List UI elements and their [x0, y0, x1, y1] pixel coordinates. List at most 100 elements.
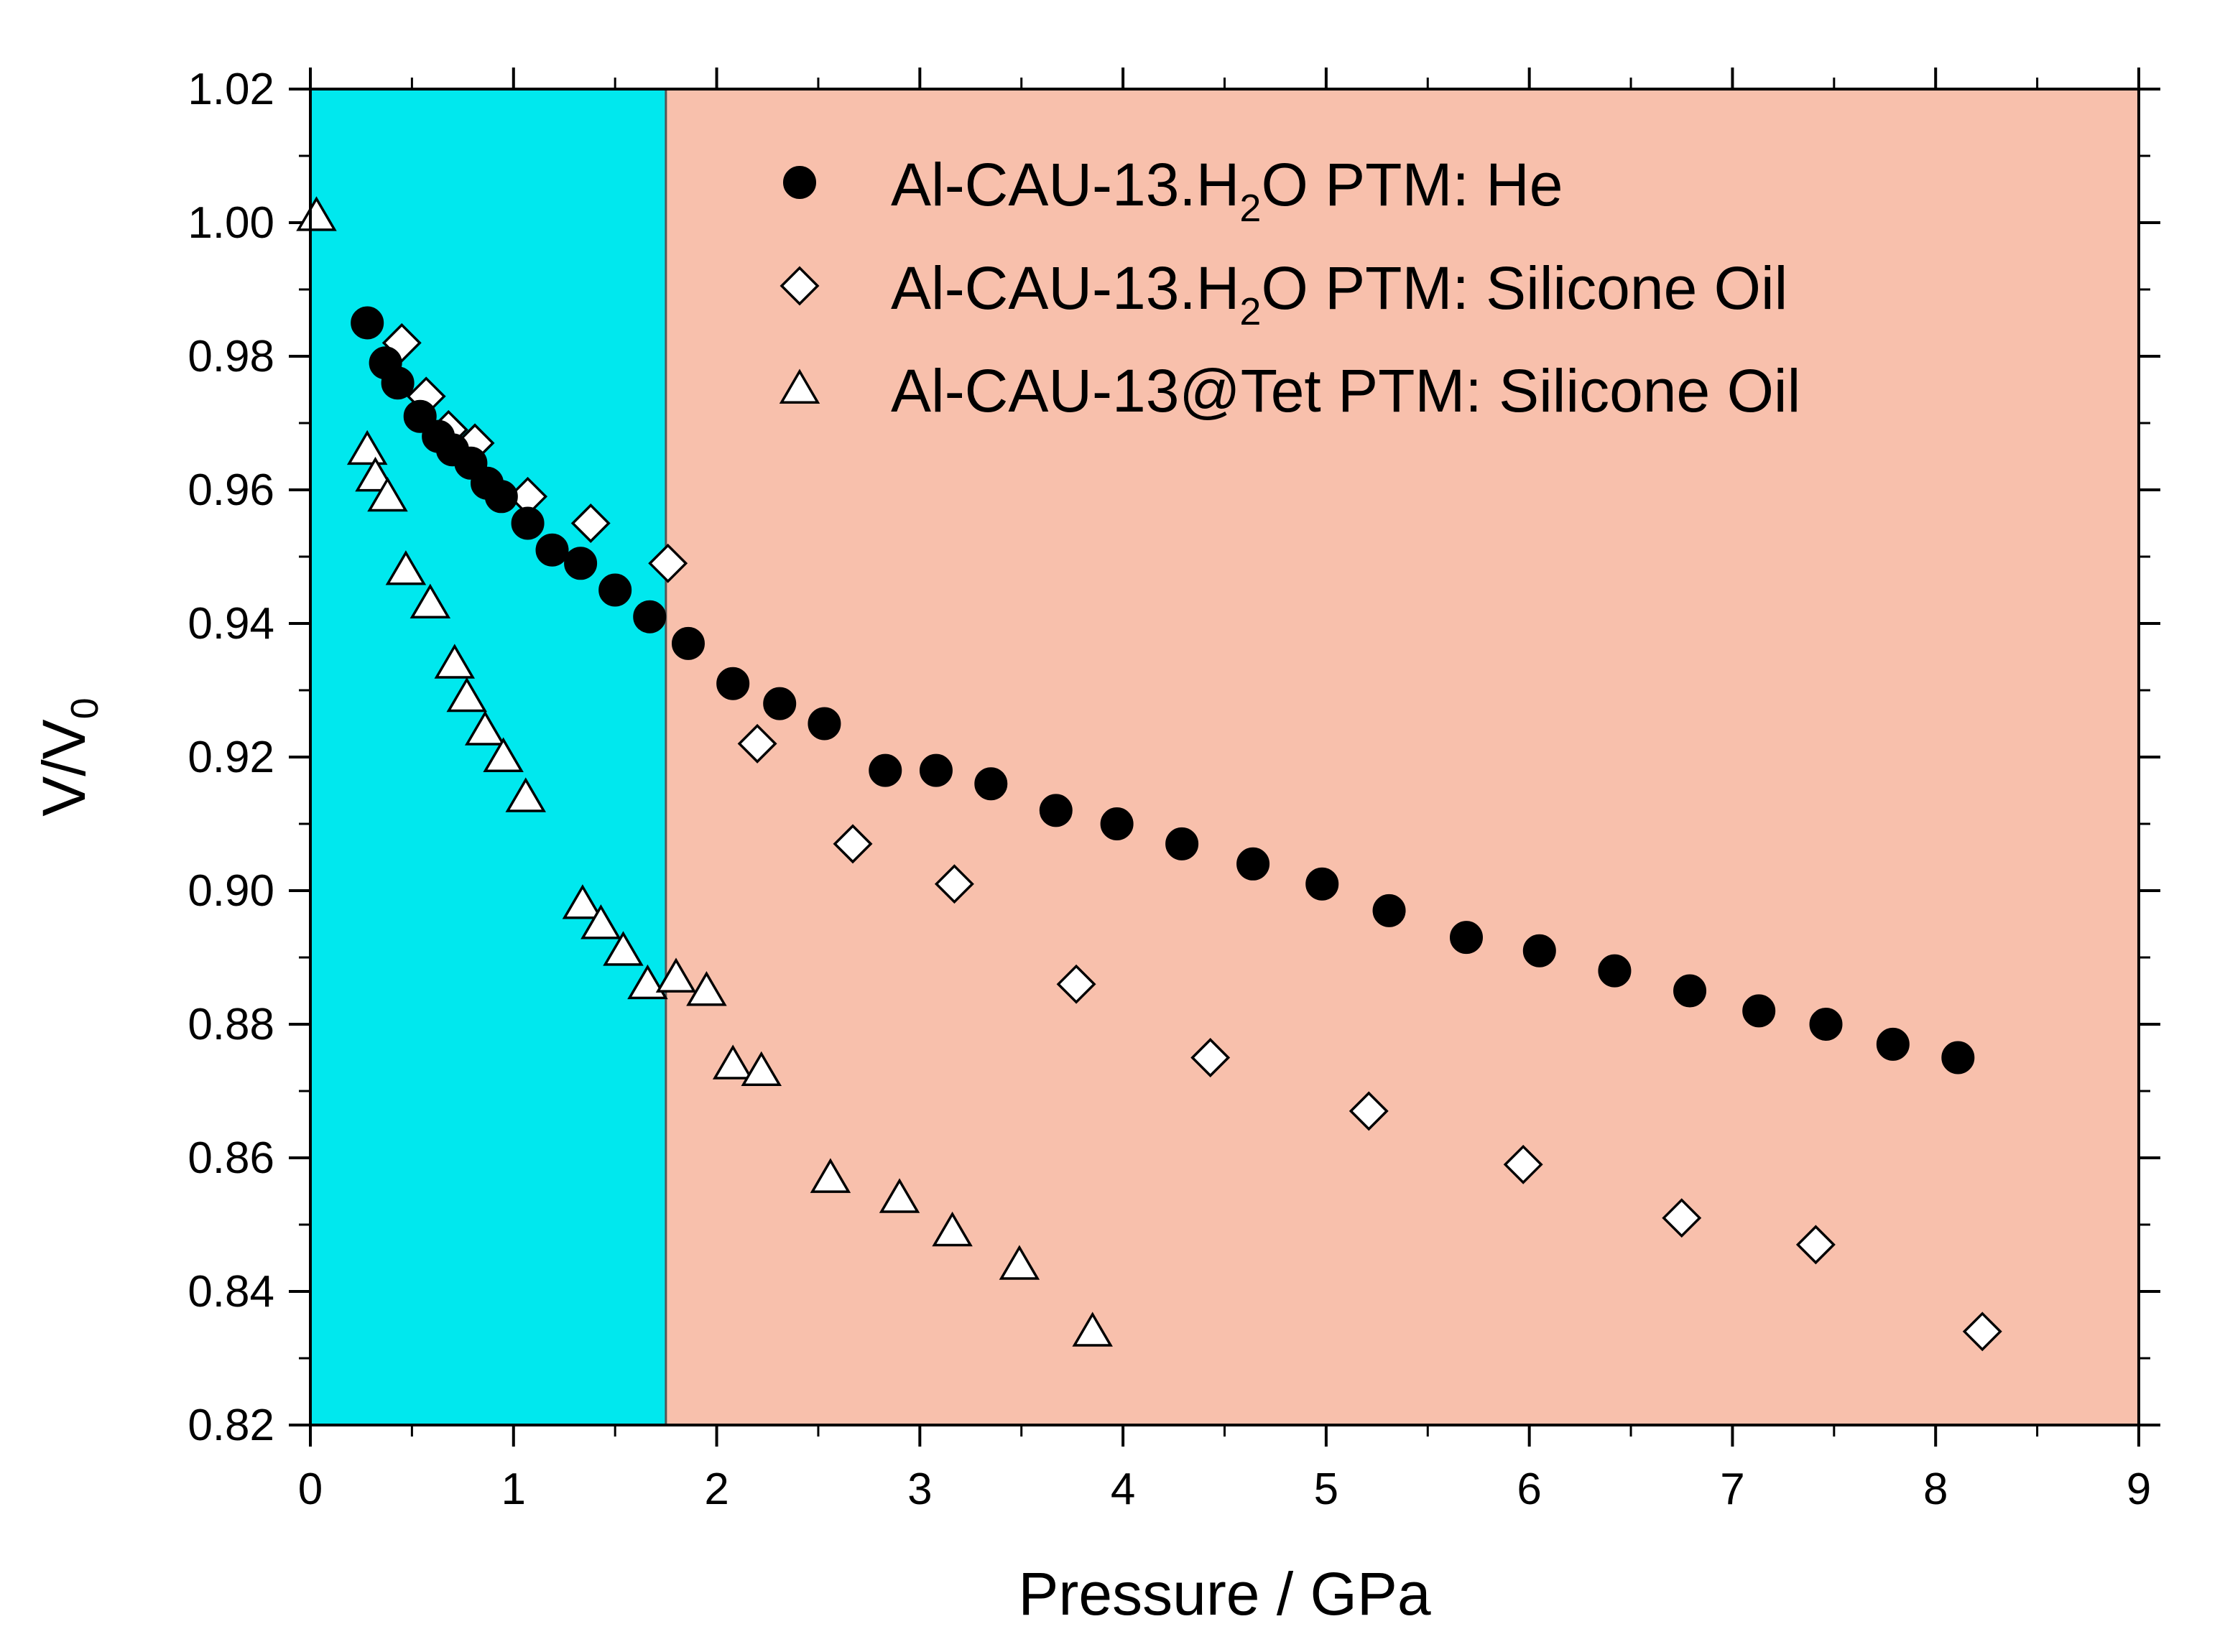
- silicone-oil-point: [1056, 964, 1096, 1004]
- y-axis-title-main: V/V: [30, 719, 98, 816]
- he-point: [716, 667, 750, 700]
- tet-silicone-oil-point: [580, 904, 621, 939]
- major-ticks: [289, 68, 2160, 1447]
- tet-silicone-oil-point: [385, 550, 427, 585]
- he-point: [1522, 934, 1556, 967]
- x-tick-label: 6: [1517, 1465, 1541, 1514]
- tet-silicone-oil-point: [686, 971, 727, 1006]
- background-region-1: [310, 89, 666, 1425]
- he-point: [1809, 1008, 1843, 1041]
- he-point: [1165, 827, 1199, 860]
- legend-label: Al-CAU-13.H2O PTM: Silicone Oil: [891, 254, 1787, 333]
- he-point: [869, 753, 902, 787]
- tet-silicone-oil-point: [296, 196, 337, 231]
- silicone-oil-point: [1962, 1312, 2002, 1352]
- tet-silicone-oil-point: [810, 1158, 851, 1193]
- he-point: [484, 480, 518, 514]
- tet-silicone-oil-point: [346, 430, 388, 465]
- minor-ticks: [299, 78, 2150, 1437]
- y-tick-label: 0.94: [188, 599, 274, 649]
- tet-silicone-oil-point: [879, 1178, 920, 1213]
- he-point: [351, 306, 384, 340]
- y-tick-label: 0.96: [188, 465, 274, 515]
- tet-silicone-oil-point: [483, 737, 524, 772]
- tet-silicone-oil-point: [367, 476, 408, 512]
- legend-marker: [780, 266, 820, 306]
- y-tick-label: 0.92: [188, 733, 274, 782]
- he-point: [598, 573, 632, 607]
- svg-text:V/V0: V/V0: [30, 697, 106, 816]
- he-point: [919, 753, 953, 787]
- y-tick-label: 1.00: [188, 198, 274, 248]
- series-1: [351, 306, 1975, 1075]
- y-tick-label: 0.98: [188, 332, 274, 381]
- y-tick-label: 0.84: [188, 1267, 274, 1317]
- silicone-oil-point: [1795, 1225, 1836, 1265]
- x-axis-title: Pressure / GPa: [1018, 1560, 1431, 1628]
- plot-frame: [309, 88, 2140, 1426]
- he-point: [1876, 1027, 1910, 1061]
- he-point: [564, 547, 598, 580]
- he-point: [1673, 974, 1707, 1008]
- silicone-oil-point: [1662, 1198, 1702, 1238]
- silicone-oil-point: [934, 864, 974, 904]
- tet-silicone-oil-point: [999, 1245, 1040, 1280]
- he-point: [1236, 847, 1270, 881]
- x-tick-label: 0: [298, 1465, 323, 1514]
- silicone-oil-point: [648, 543, 688, 583]
- tet-silicone-oil-point: [464, 710, 506, 746]
- tet-silicone-oil-point: [603, 931, 644, 966]
- he-point: [671, 626, 705, 660]
- he-point: [511, 506, 545, 540]
- legend-marker: [783, 166, 816, 199]
- tet-silicone-oil-point: [741, 1051, 782, 1087]
- tet-silicone-oil-point: [932, 1211, 973, 1247]
- he-point: [1742, 994, 1776, 1028]
- y-tick-label: 0.88: [188, 1000, 274, 1049]
- tet-silicone-oil-point: [434, 644, 476, 679]
- legend-label: Al-CAU-13.H2O PTM: He: [891, 151, 1563, 230]
- he-point: [1598, 954, 1632, 988]
- silicone-oil-point: [1503, 1144, 1543, 1184]
- legend-entry-2: Al-CAU-13.H2O PTM: Silicone Oil: [780, 254, 1787, 333]
- legend-entry-1: Al-CAU-13.H2O PTM: He: [783, 151, 1563, 230]
- legend-marker: [779, 368, 820, 404]
- he-point: [381, 366, 415, 400]
- x-tick-label: 5: [1314, 1465, 1338, 1514]
- he-point: [763, 687, 797, 720]
- series-3: [296, 196, 1113, 1347]
- he-point: [1941, 1041, 1975, 1075]
- he-point: [1372, 894, 1406, 927]
- he-point: [1039, 794, 1073, 827]
- he-point: [633, 600, 667, 634]
- x-tick-label: 9: [2127, 1465, 2151, 1514]
- y-tick-label: 0.90: [188, 866, 274, 916]
- he-point: [808, 707, 841, 741]
- tet-silicone-oil-point: [712, 1044, 754, 1080]
- legend-label: Al-CAU-13@Tet PTM: Silicone Oil: [891, 357, 1800, 424]
- x-tick-labels: 0 1 2 3 4 5 6 7 8 9: [298, 1465, 2151, 1514]
- y-tick-label: 1.02: [188, 65, 274, 114]
- x-tick-label: 8: [1923, 1465, 1948, 1514]
- silicone-oil-point: [737, 723, 777, 764]
- y-tick-label: 0.82: [188, 1401, 274, 1450]
- he-point: [974, 767, 1008, 801]
- he-point: [1450, 921, 1484, 955]
- he-point: [535, 533, 569, 567]
- y-tick-labels: 0.82 0.84 0.86 0.88 0.90 0.92 0.94 0.96 0.98 1.00…: [188, 65, 274, 1450]
- x-tick-label: 2: [704, 1465, 728, 1514]
- tet-silicone-oil-point: [446, 677, 487, 713]
- silicone-oil-point: [1349, 1091, 1389, 1131]
- silicone-oil-point: [1190, 1038, 1231, 1077]
- x-tick-label: 1: [501, 1465, 526, 1514]
- tet-silicone-oil-point: [627, 964, 668, 1000]
- y-axis-title: V/V0: [30, 697, 106, 816]
- x-tick-label: 3: [907, 1465, 932, 1514]
- tet-silicone-oil-point: [410, 583, 451, 619]
- data-series: [296, 196, 2002, 1352]
- y-tick-label: 0.86: [188, 1133, 274, 1183]
- tet-silicone-oil-point: [1072, 1312, 1113, 1347]
- tet-silicone-oil-point: [655, 957, 697, 993]
